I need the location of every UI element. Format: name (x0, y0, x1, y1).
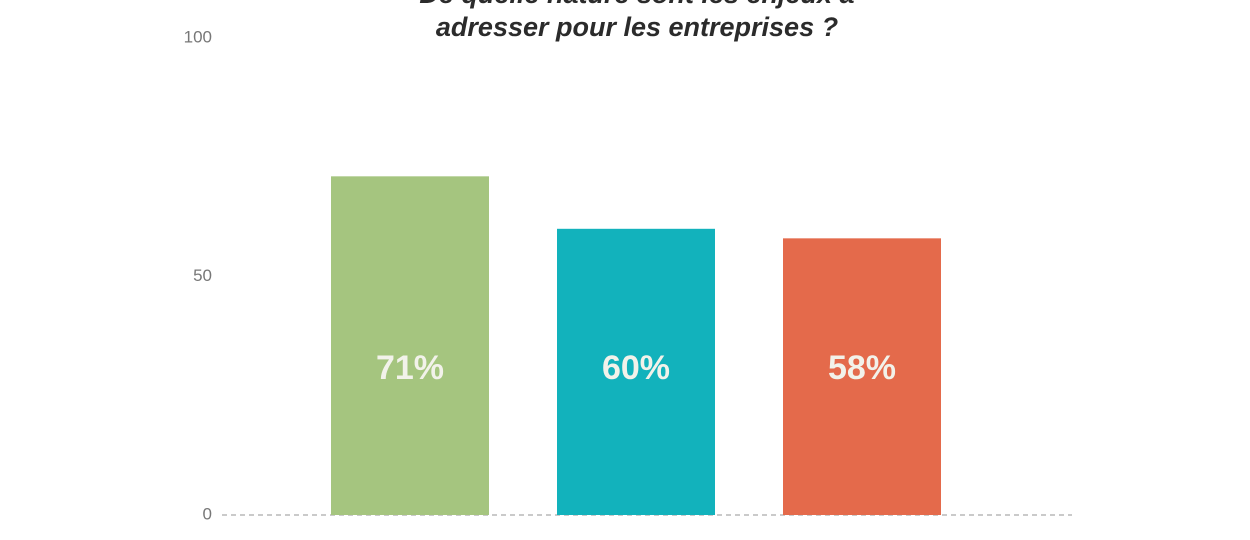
y-tick-label: 50 (193, 266, 212, 285)
chart-title: De quelle nature sont les enjeux à adres… (419, 0, 854, 42)
value-label: 60% (602, 349, 670, 387)
value-label: 71% (376, 349, 444, 387)
value-label: 58% (828, 349, 896, 387)
bar (331, 176, 489, 515)
bar (557, 228, 715, 516)
y-tick-label: 100 (184, 27, 212, 46)
bar (783, 238, 941, 515)
y-tick-label: 0 (203, 504, 212, 523)
